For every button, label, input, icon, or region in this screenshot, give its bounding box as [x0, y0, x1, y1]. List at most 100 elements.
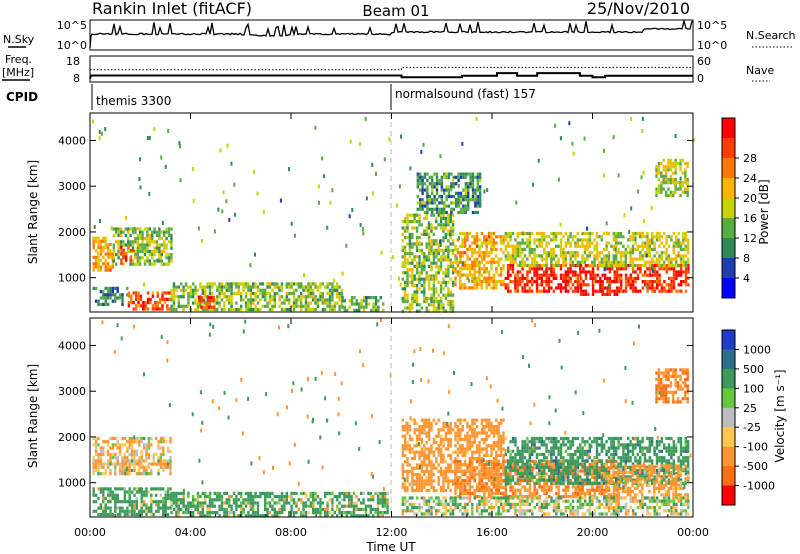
- heatmap-cell: [473, 491, 476, 495]
- heatmap-cell: [443, 175, 446, 179]
- heatmap-cell: [471, 469, 474, 473]
- heatmap-cell: [686, 161, 689, 166]
- heatmap-cell: [449, 457, 452, 461]
- heatmap-cell: [499, 447, 503, 451]
- heatmap-cell: [471, 235, 474, 239]
- heatmap-cell: [99, 258, 103, 263]
- heatmap-cell: [653, 264, 656, 268]
- heatmap-cell: [459, 444, 462, 448]
- heatmap-cell: [653, 254, 656, 258]
- heatmap-cell: [223, 511, 226, 515]
- heatmap-cell: [111, 252, 115, 256]
- heatmap-cell: [411, 252, 414, 256]
- heatmap-cell: [116, 462, 119, 466]
- heatmap-cell: [582, 270, 585, 274]
- heatmap-cell: [660, 257, 663, 261]
- heatmap-cell: [509, 264, 512, 268]
- heatmap-cell: [463, 453, 467, 457]
- heatmap-cell: [562, 286, 565, 290]
- heatmap-cell: [415, 473, 419, 477]
- heatmap-cell: [125, 255, 128, 259]
- heatmap-cell: [408, 213, 412, 217]
- heatmap-cell: [660, 161, 663, 166]
- heatmap-cell: [447, 239, 450, 243]
- heatmap-cell: [463, 235, 467, 239]
- heatmap-cell: [102, 506, 105, 510]
- heatmap-cell: [273, 511, 276, 515]
- heatmap-cell: [490, 475, 493, 479]
- cpid-normalsound: normalsound (fast) 157: [395, 87, 536, 101]
- heatmap-cell: [528, 231, 531, 236]
- heatmap-cell: [307, 304, 310, 308]
- heatmap-cell: [165, 262, 168, 266]
- heatmap-cell: [413, 226, 416, 230]
- heatmap-cell: [220, 504, 224, 508]
- heatmap-cell: [464, 175, 467, 179]
- heatmap-cell: [102, 465, 105, 469]
- heatmap-cell: [586, 226, 589, 231]
- heatmap-cell: [487, 231, 491, 236]
- heatmap-cell: [403, 434, 407, 438]
- heatmap-cell: [331, 504, 334, 508]
- heatmap-cell: [475, 472, 479, 476]
- heatmap-cell: [364, 507, 368, 511]
- heatmap-cell: [159, 493, 163, 497]
- heatmap-cell: [467, 185, 470, 189]
- heatmap-cell: [492, 241, 496, 245]
- heatmap-cell: [182, 498, 185, 502]
- heatmap-cell: [479, 185, 482, 189]
- heatmap-cell: [435, 306, 438, 310]
- heatmap-cell: [687, 244, 690, 248]
- heatmap-cell: [516, 466, 520, 470]
- heatmap-cell: [292, 511, 296, 515]
- heatmap-cell: [137, 291, 140, 295]
- heatmap-cell: [464, 198, 467, 202]
- heatmap-cell: [485, 270, 488, 274]
- heatmap-cell: [240, 307, 243, 312]
- heatmap-cell: [612, 247, 615, 252]
- heatmap-cell: [442, 248, 445, 252]
- heatmap-cell: [218, 514, 221, 518]
- heatmap-cell: [622, 251, 625, 255]
- heatmap-cell: [643, 260, 647, 264]
- heatmap-cell: [163, 297, 167, 301]
- heatmap-cell: [588, 241, 591, 245]
- heatmap-cell: [672, 161, 675, 166]
- heatmap-cell: [99, 490, 103, 494]
- heatmap-cell: [131, 230, 135, 234]
- heatmap-cell: [475, 263, 479, 268]
- heatmap-cell: [499, 247, 503, 252]
- heatmap-cell: [199, 282, 202, 286]
- heatmap-cell: [139, 237, 142, 241]
- heatmap-cell: [218, 288, 221, 292]
- heatmap-cell: [180, 288, 183, 292]
- heatmap-cell: [430, 274, 433, 278]
- heatmap-cell: [277, 286, 280, 291]
- heatmap-cell: [645, 253, 648, 258]
- heatmap-cell: [497, 459, 500, 463]
- heatmap-cell: [136, 240, 139, 244]
- heatmap-cell: [416, 178, 419, 183]
- heatmap-cell: [401, 476, 404, 480]
- heatmap-cell: [442, 213, 445, 217]
- heatmap-cell: [235, 504, 238, 508]
- heatmap-cell: [194, 291, 197, 296]
- heatmap-cell: [266, 301, 269, 305]
- heatmap-cell: [420, 479, 424, 483]
- heatmap-cell: [499, 437, 503, 441]
- heatmap-cell: [681, 181, 685, 185]
- heatmap-cell: [132, 291, 135, 295]
- heatmap-cell: [684, 254, 687, 258]
- heatmap-cell: [499, 491, 503, 495]
- heatmap-cell: [280, 307, 284, 312]
- heatmap-cell: [167, 230, 171, 234]
- heatmap-cell: [589, 270, 592, 274]
- heatmap-cell: [552, 251, 555, 255]
- heatmap-cell: [376, 514, 380, 518]
- heatmap-cell: [182, 495, 185, 499]
- heatmap-cell: [454, 431, 457, 435]
- heatmap-cell: [504, 247, 507, 252]
- heatmap-cell: [143, 253, 147, 257]
- heatmap-cell: [437, 428, 440, 432]
- heatmap-cell: [297, 295, 300, 299]
